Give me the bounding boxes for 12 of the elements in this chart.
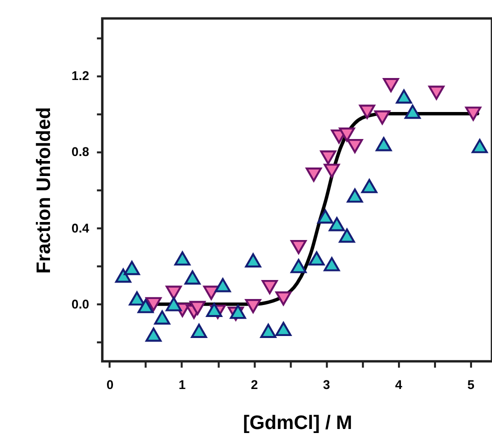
y-tick-label: 1.2 xyxy=(72,68,90,83)
y-axis-title: Fraction Unfolded xyxy=(33,107,56,274)
x-tick-label: 3 xyxy=(322,378,330,392)
x-tick-label: 2 xyxy=(250,378,258,392)
x-tick-label: 0 xyxy=(106,378,114,392)
x-tick-label: 5 xyxy=(467,378,474,392)
y-tick-label: 0.0 xyxy=(72,298,90,312)
x-tick-label: 4 xyxy=(395,378,402,392)
x-axis-title: [GdmCl] / M xyxy=(243,412,352,434)
y-tick-label: 0.8 xyxy=(72,145,90,160)
x-tick-label: 1 xyxy=(178,378,186,392)
y-tick-label: 0.4 xyxy=(72,221,90,236)
